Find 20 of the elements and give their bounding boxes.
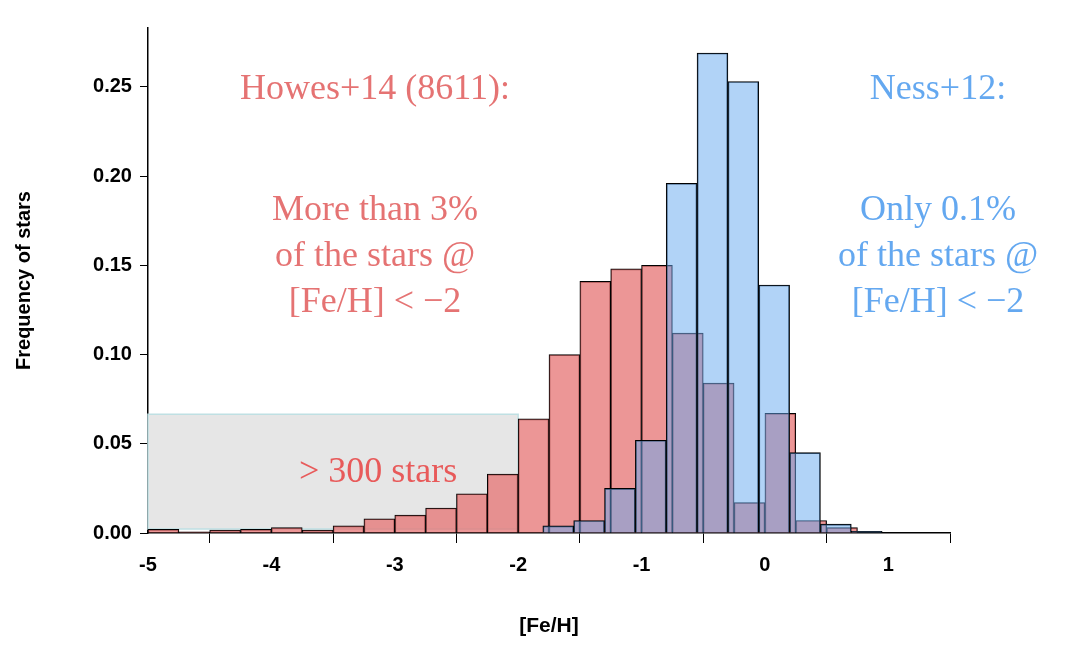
x-tick-label: -4 [262, 552, 282, 575]
text: Ness+12: [869, 67, 1007, 108]
x-tick-label: -5 [139, 552, 157, 575]
y-tick-label: 0.00 [93, 520, 132, 543]
annotation: More than 3% of the stars @ [Fe/H] < −2 [272, 188, 478, 321]
x-tick-label: 0 [759, 552, 771, 575]
x-tick-label: 1 [882, 552, 894, 575]
y-tick-label: 0.10 [93, 342, 132, 365]
band-label: > 300 stars [298, 450, 458, 491]
y-tick-label: 0.15 [93, 252, 132, 275]
x-tick-label: -2 [509, 552, 528, 575]
y-tick-label: 0.25 [93, 74, 132, 97]
text: Howes+14 (8611): [240, 67, 510, 108]
x-tick-label: -1 [632, 552, 651, 575]
y-axis-title: Frequency of stars [11, 191, 34, 370]
y-tick-label: 0.05 [93, 431, 132, 454]
x-tick-label: -3 [385, 552, 404, 575]
y-tick-label: 0.20 [93, 163, 132, 186]
x-axis-title: [Fe/H] [519, 613, 579, 637]
annotation: Only 0.1% of the stars @ [Fe/H] < −2 [837, 188, 1039, 321]
